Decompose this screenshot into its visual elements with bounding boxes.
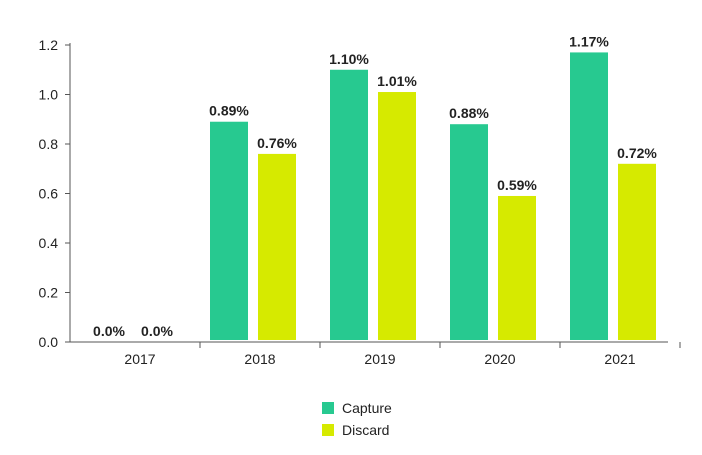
data-label: 0.0% [141, 323, 173, 339]
bar-capture-2020 [450, 124, 488, 340]
y-tick-label: 0.4 [39, 235, 59, 251]
bar-discard-2018 [258, 153, 296, 340]
bar-discard-2021 [618, 163, 656, 340]
legend: Capture Discard [322, 400, 392, 438]
y-tick-label: 0.8 [39, 136, 59, 152]
y-tick-label: 0.6 [39, 186, 59, 202]
y-tick-label: 0.0 [39, 334, 59, 350]
axes: 0.0 0.2 0.4 0.6 0.8 1.0 1.2 2017 2018 2019 2020 202… [39, 37, 681, 367]
data-label: 0.89% [209, 103, 249, 119]
legend-swatch-capture [322, 402, 334, 414]
data-label: 0.59% [497, 177, 537, 193]
x-tick-label: 2021 [604, 351, 635, 367]
legend-label-capture: Capture [342, 400, 392, 416]
x-tick-label: 2020 [484, 351, 515, 367]
bar-discard-2020 [498, 195, 536, 340]
x-tick-label: 2017 [124, 351, 155, 367]
bar-discard-2019 [378, 92, 416, 341]
data-label: 0.76% [257, 135, 297, 151]
x-tick-label: 2019 [364, 351, 395, 367]
legend-swatch-discard [322, 424, 334, 436]
bar-capture-2021 [570, 52, 608, 341]
x-tick-label: 2018 [244, 351, 275, 367]
legend-label-discard: Discard [342, 422, 389, 438]
data-label: 0.88% [449, 105, 489, 121]
data-label: 1.17% [569, 33, 609, 49]
y-tick-label: 1.0 [39, 87, 59, 103]
data-label: 0.0% [93, 323, 125, 339]
bars [210, 52, 656, 341]
bar-capture-2019 [330, 69, 368, 340]
y-tick-label: 1.2 [39, 37, 59, 53]
data-label: 1.10% [329, 51, 369, 67]
data-labels: 0.0% 0.89% 1.10% 0.88% 1.17% 0.0% 0.76% 1.01% 0.… [93, 33, 657, 339]
y-tick-label: 0.2 [39, 285, 59, 301]
data-label: 0.72% [617, 145, 657, 161]
data-label: 1.01% [377, 73, 417, 89]
bar-capture-2018 [210, 121, 248, 340]
